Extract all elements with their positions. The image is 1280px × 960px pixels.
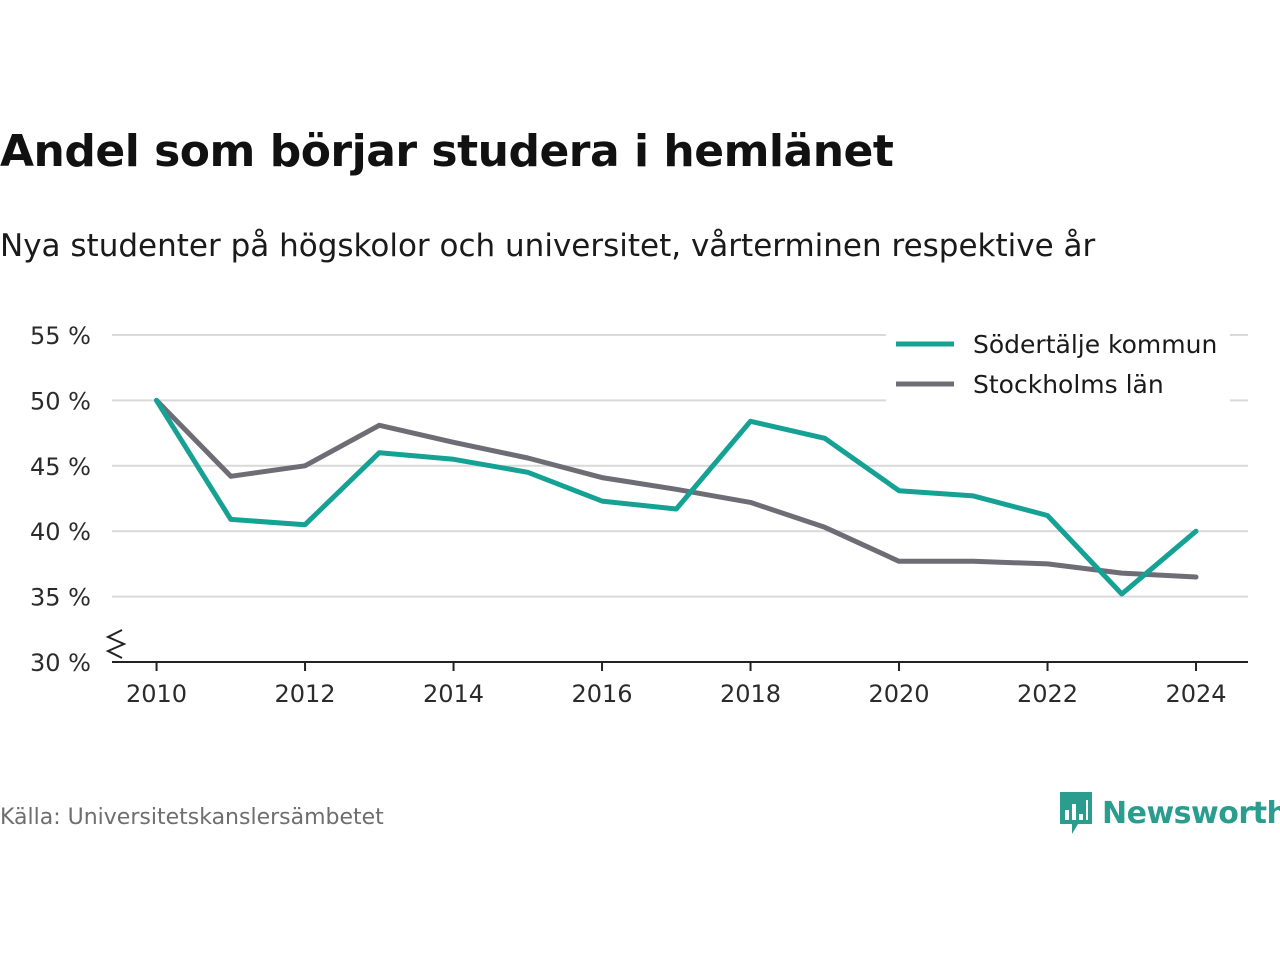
x-tick-label: 2010 <box>126 680 187 708</box>
axes: 30 % 35 % 40 % 45 % 50 % 55 % 2010 2012 2014 2016… <box>30 322 1248 708</box>
x-tick-label: 2014 <box>423 680 484 708</box>
x-tick-label: 2022 <box>1017 680 1078 708</box>
legend: Södertälje kommun Stockholms län <box>886 322 1230 402</box>
chart-title: Andel som börjar studera i hemlänet <box>0 126 894 177</box>
y-tick-label: 35 % <box>30 584 91 612</box>
brand-name: Newsworthy <box>1102 795 1280 831</box>
series-line-södertälje-kommun <box>154 397 1199 597</box>
legend-background <box>886 322 1230 402</box>
x-tick-label: 2020 <box>868 680 929 708</box>
axis-break-icon <box>105 629 127 659</box>
y-tick-label: 55 % <box>30 322 91 350</box>
x-tick-label: 2016 <box>572 680 633 708</box>
chart-subtitle: Nya studenter på högskolor och universit… <box>0 228 1096 264</box>
y-tick-label: 40 % <box>30 518 91 546</box>
source-note: Källa: Universitetskanslersämbetet <box>0 805 384 830</box>
x-tick-label: 2018 <box>720 680 781 708</box>
brand: Newsworthy <box>1058 790 1280 836</box>
series-line-stockholms-län <box>154 397 1199 580</box>
legend-label: Stockholms län <box>973 370 1164 399</box>
newsworthy-logo-icon <box>1060 792 1092 834</box>
y-tick-label: 45 % <box>30 453 91 481</box>
series-lines <box>154 397 1199 597</box>
x-tick-label: 2012 <box>275 680 336 708</box>
y-tick-label: 50 % <box>30 387 91 415</box>
y-tick-label: 30 % <box>30 649 91 677</box>
x-tick-label: 2024 <box>1165 680 1226 708</box>
legend-label: Södertälje kommun <box>973 330 1217 359</box>
